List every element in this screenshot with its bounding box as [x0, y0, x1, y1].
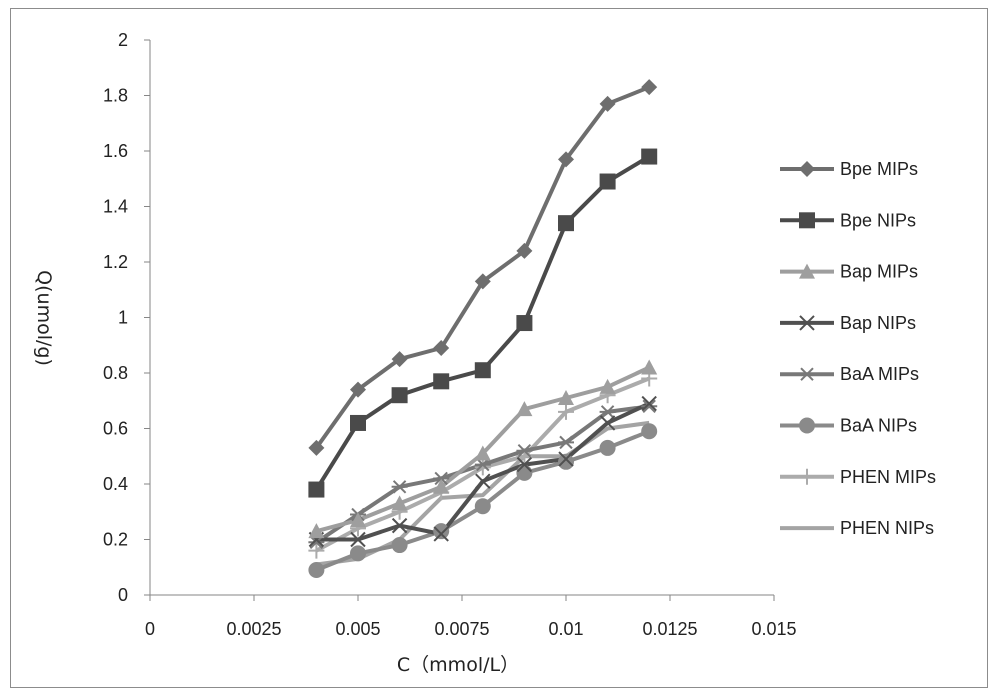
x-tick-label: 0.0075	[434, 619, 489, 639]
x-tick-label: 0.0125	[642, 619, 697, 639]
y-axis-title: Q(umol/g)	[33, 270, 55, 366]
chart-frame	[10, 8, 988, 688]
data-point-bpe-nips	[641, 148, 658, 165]
data-point-bpe-mips	[433, 340, 450, 357]
data-point-bap-nips	[475, 473, 491, 489]
data-point-bap-mips	[308, 523, 325, 539]
data-point-bpe-nips	[516, 315, 533, 332]
y-tick-label: 1.6	[103, 141, 128, 161]
x-axis-title: C（mmol/L）	[397, 654, 519, 676]
data-point-baa-nips	[350, 545, 366, 562]
x-tick-label: 0	[145, 619, 155, 639]
y-tick-label: 1.2	[103, 252, 128, 272]
data-point-bpe-nips	[474, 362, 491, 379]
data-point-baa-mips	[308, 535, 325, 549]
data-point-phen-mips	[474, 459, 491, 476]
data-point-baa-mips	[391, 480, 408, 494]
data-point-bap-mips	[516, 401, 533, 417]
data-point-baa-nips	[599, 439, 616, 456]
legend-marker-bpe-nips	[799, 212, 815, 229]
x-tick-label: 0.005	[335, 619, 380, 639]
series-line-bpe-mips	[314, 85, 650, 450]
data-point-bpe-mips	[391, 351, 408, 368]
y-tick-label: 2	[118, 30, 128, 50]
data-point-bpe-nips	[391, 387, 408, 404]
data-point-baa-nips	[391, 537, 408, 554]
data-point-bpe-nips	[433, 373, 450, 390]
data-point-baa-mips	[558, 435, 574, 450]
y-tick-label: 1	[118, 308, 128, 328]
data-point-bpe-nips	[350, 414, 366, 431]
data-point-baa-nips	[516, 464, 533, 481]
data-point-baa-nips	[308, 562, 325, 579]
legend-label-phen-nips: PHEN NIPs	[840, 518, 934, 538]
data-point-baa-mips	[433, 471, 450, 486]
data-point-bpe-nips	[558, 215, 574, 232]
data-point-bpe-mips	[599, 95, 616, 112]
data-point-bap-mips	[474, 445, 491, 461]
data-point-bap-mips	[599, 378, 616, 394]
series-markers	[308, 79, 658, 579]
data-point-phen-mips	[558, 403, 574, 420]
legend-label-phen-mips: PHEN MIPs	[840, 467, 936, 487]
data-point-baa-nips	[474, 498, 491, 515]
y-tick-label: 0.6	[103, 419, 128, 439]
data-point-bap-mips	[641, 359, 658, 375]
data-point-bap-mips	[391, 495, 408, 511]
data-point-bap-nips	[641, 395, 657, 412]
y-tick-label: 0	[118, 585, 128, 605]
legend-label-baa-nips: BaA NIPs	[840, 416, 917, 436]
legend-marker-phen-mips	[799, 468, 815, 485]
x-tick-label: 0.0025	[226, 619, 281, 639]
data-point-bap-mips	[350, 512, 366, 528]
data-point-bpe-mips	[516, 242, 533, 259]
data-point-bap-nips	[433, 526, 449, 542]
series-lines	[314, 85, 651, 572]
data-point-phen-mips	[308, 542, 325, 559]
data-point-bap-mips	[558, 389, 574, 405]
data-point-bpe-mips	[308, 439, 325, 456]
data-point-bap-nips	[516, 456, 533, 473]
y-tick-label: 0.4	[103, 474, 128, 494]
data-point-baa-mips	[474, 457, 491, 472]
legend-marker-baa-mips	[799, 367, 815, 381]
data-point-bap-nips	[350, 531, 366, 548]
y-tick-label: 1.4	[103, 197, 128, 217]
legend-label-bpe-nips: Bpe NIPs	[840, 210, 916, 230]
series-line-phen-nips	[316, 420, 650, 567]
data-point-bpe-mips	[641, 79, 658, 96]
y-tick-label: 0.2	[103, 530, 128, 550]
data-point-baa-nips	[433, 523, 450, 540]
data-point-bpe-mips	[558, 151, 574, 168]
data-point-bap-mips	[433, 478, 450, 494]
data-point-baa-mips	[599, 405, 616, 419]
data-point-bpe-mips	[474, 273, 491, 290]
y-tick-label: 0.8	[103, 363, 128, 383]
data-point-baa-mips	[516, 443, 533, 458]
axes: 0 0.2 0.4 0.6 0.8 1 1.2 1.4 1.6 1.8 2 0 0.0025 0.005 0…	[103, 30, 797, 639]
x-tick-label: 0.01	[548, 619, 583, 639]
legend: Bpe MIPs Bpe NIPs Bap MIPs Bap NIPs BaA MIPs…	[780, 159, 936, 538]
data-point-baa-mips	[641, 399, 658, 414]
legend-label-baa-mips: BaA MIPs	[840, 364, 919, 384]
series-line-bpe-nips	[314, 154, 651, 491]
legend-marker-bpe-mips	[799, 161, 815, 177]
legend-marker-bap-nips	[799, 315, 815, 331]
legend-label-bap-mips: Bap MIPs	[840, 262, 918, 282]
data-point-bpe-mips	[350, 381, 366, 398]
y-tick-label: 1.8	[103, 86, 128, 106]
data-point-bap-nips	[599, 415, 616, 431]
data-point-baa-nips	[641, 423, 658, 440]
data-point-bpe-nips	[308, 481, 325, 498]
data-point-bap-nips	[391, 517, 408, 534]
legend-label-bap-nips: Bap NIPs	[840, 313, 916, 333]
x-tick-label: 0.015	[751, 619, 796, 639]
legend-marker-bap-mips	[799, 263, 815, 279]
legend-label-bpe-mips: Bpe MIPs	[840, 159, 918, 179]
legend-marker-baa-nips	[799, 417, 815, 434]
data-point-bpe-nips	[599, 173, 616, 190]
data-point-bap-nips	[558, 451, 574, 467]
data-point-baa-nips	[558, 453, 574, 470]
